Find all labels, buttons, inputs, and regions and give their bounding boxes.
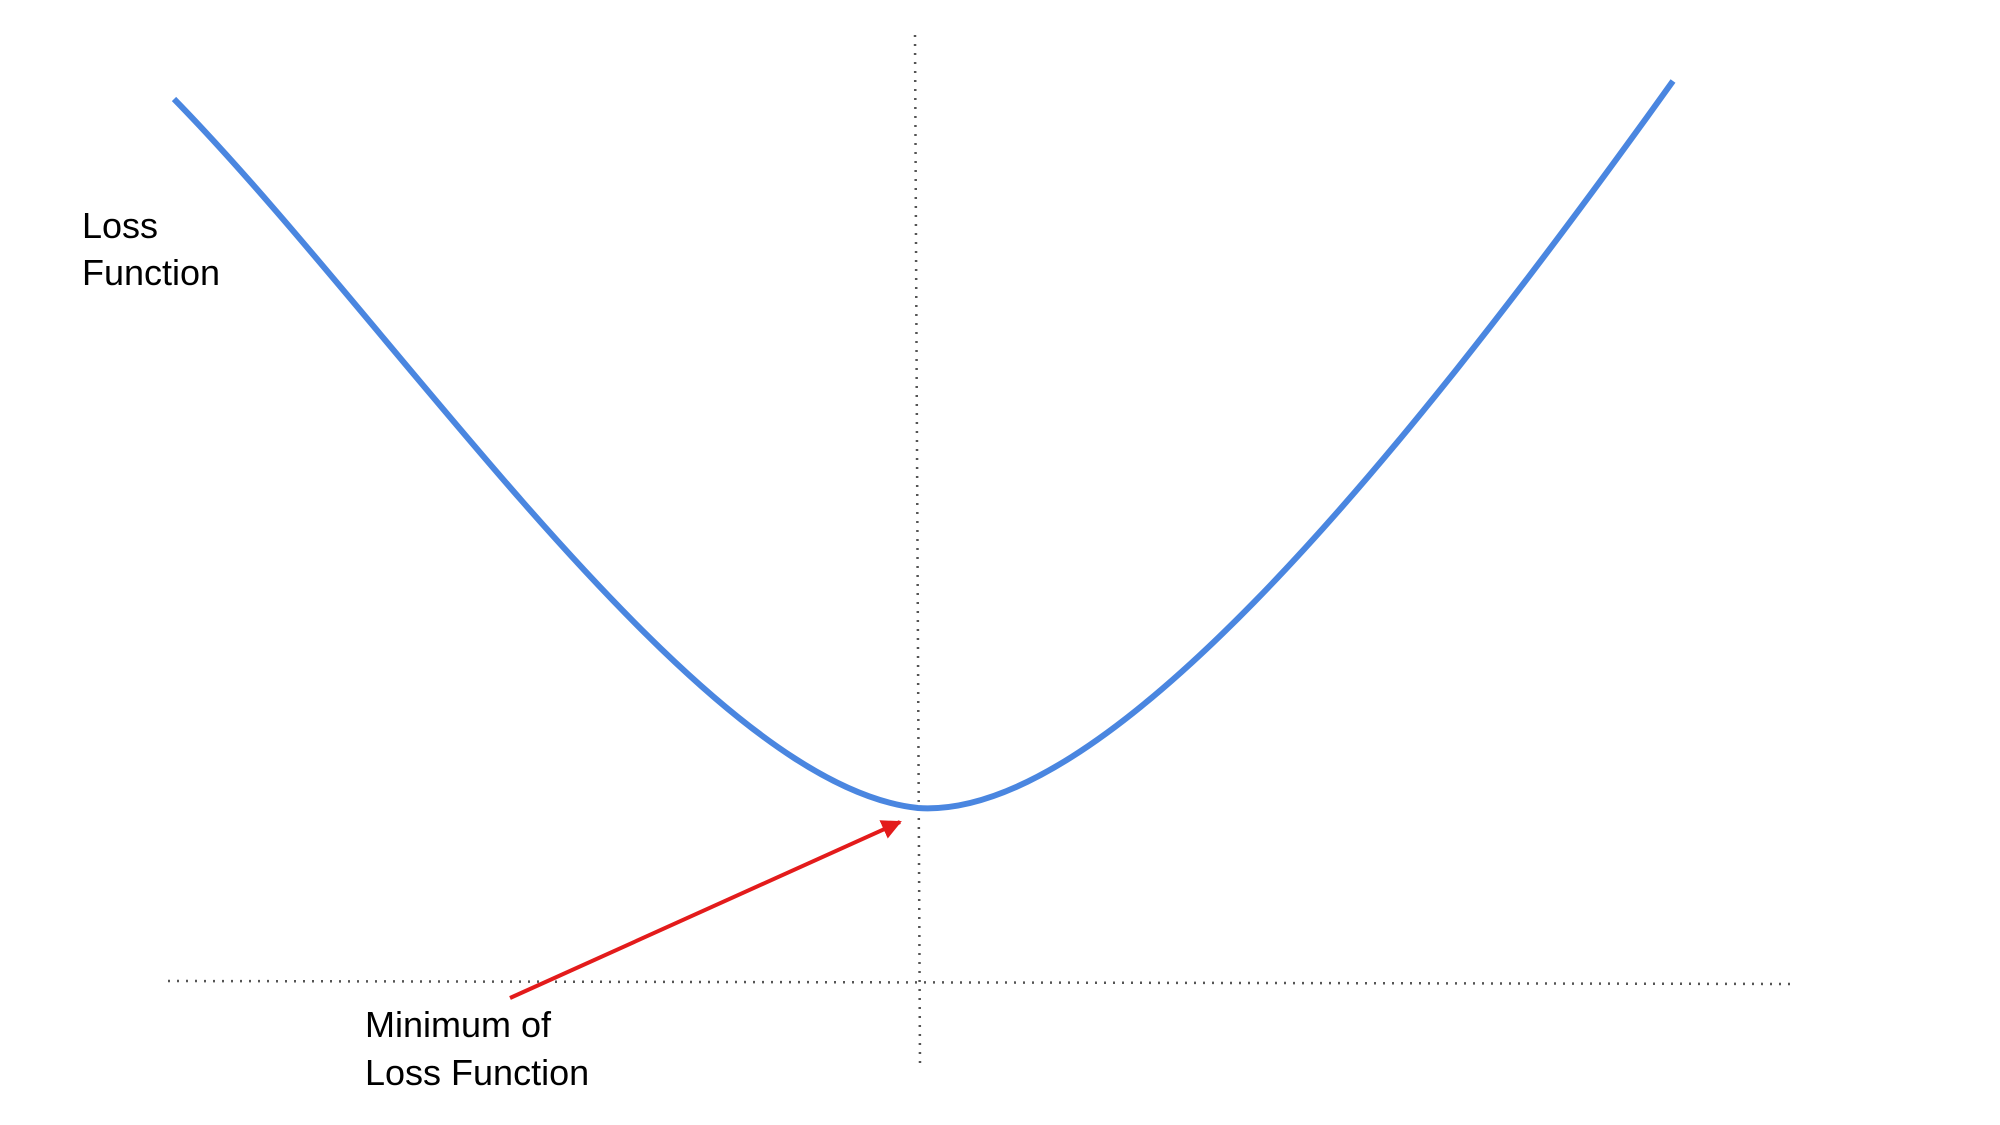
minimum-annotation-label: Minimum of Loss Function xyxy=(365,1004,589,1093)
loss-label-line1: Loss xyxy=(82,205,158,246)
vertical-guide-line xyxy=(913,34,922,1066)
loss-function-label: Loss Function xyxy=(82,205,220,293)
loss-label-line2: Function xyxy=(82,252,220,293)
minimum-label-line2: Loss Function xyxy=(365,1052,589,1093)
loss-curve xyxy=(171,79,1676,812)
minimum-label-line1: Minimum of xyxy=(365,1004,552,1045)
horizontal-baseline xyxy=(167,979,1796,986)
minimum-arrow xyxy=(509,820,902,1000)
